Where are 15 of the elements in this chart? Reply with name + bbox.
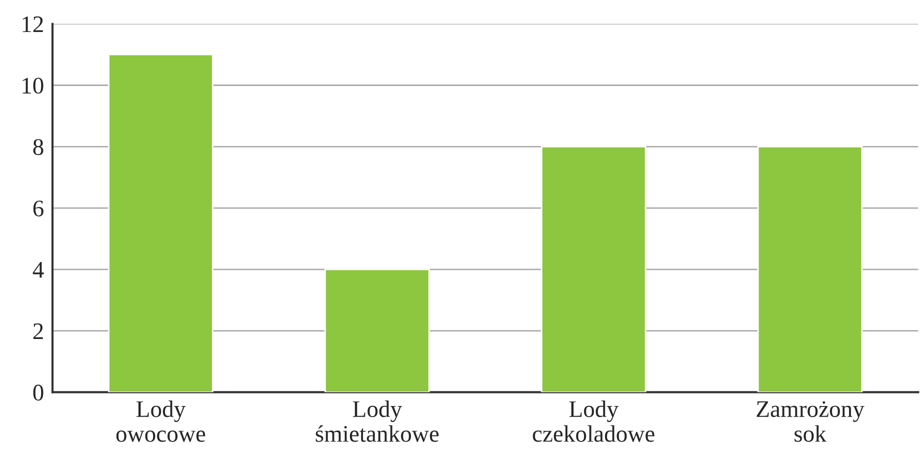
y-tick-label: 4 <box>32 262 44 278</box>
bar <box>108 54 214 392</box>
y-tick-label: 0 <box>33 384 44 401</box>
y-tick-label: 6 <box>33 200 44 216</box>
y-tick-label: 12 <box>22 16 43 32</box>
x-tick-label: Lody owocowe <box>116 400 206 442</box>
x-tick-label: Zamrożony sok <box>756 401 864 442</box>
bar <box>324 268 430 392</box>
y-tick-label: 8 <box>33 139 44 156</box>
bar <box>540 146 646 392</box>
y-tick-label: 10 <box>22 78 44 94</box>
x-tick-label: Lody śmietankowe <box>316 400 439 442</box>
x-tick-label: Lody czekoladowe <box>532 400 654 442</box>
y-tick-label: 2 <box>33 323 43 339</box>
bar <box>757 146 863 392</box>
